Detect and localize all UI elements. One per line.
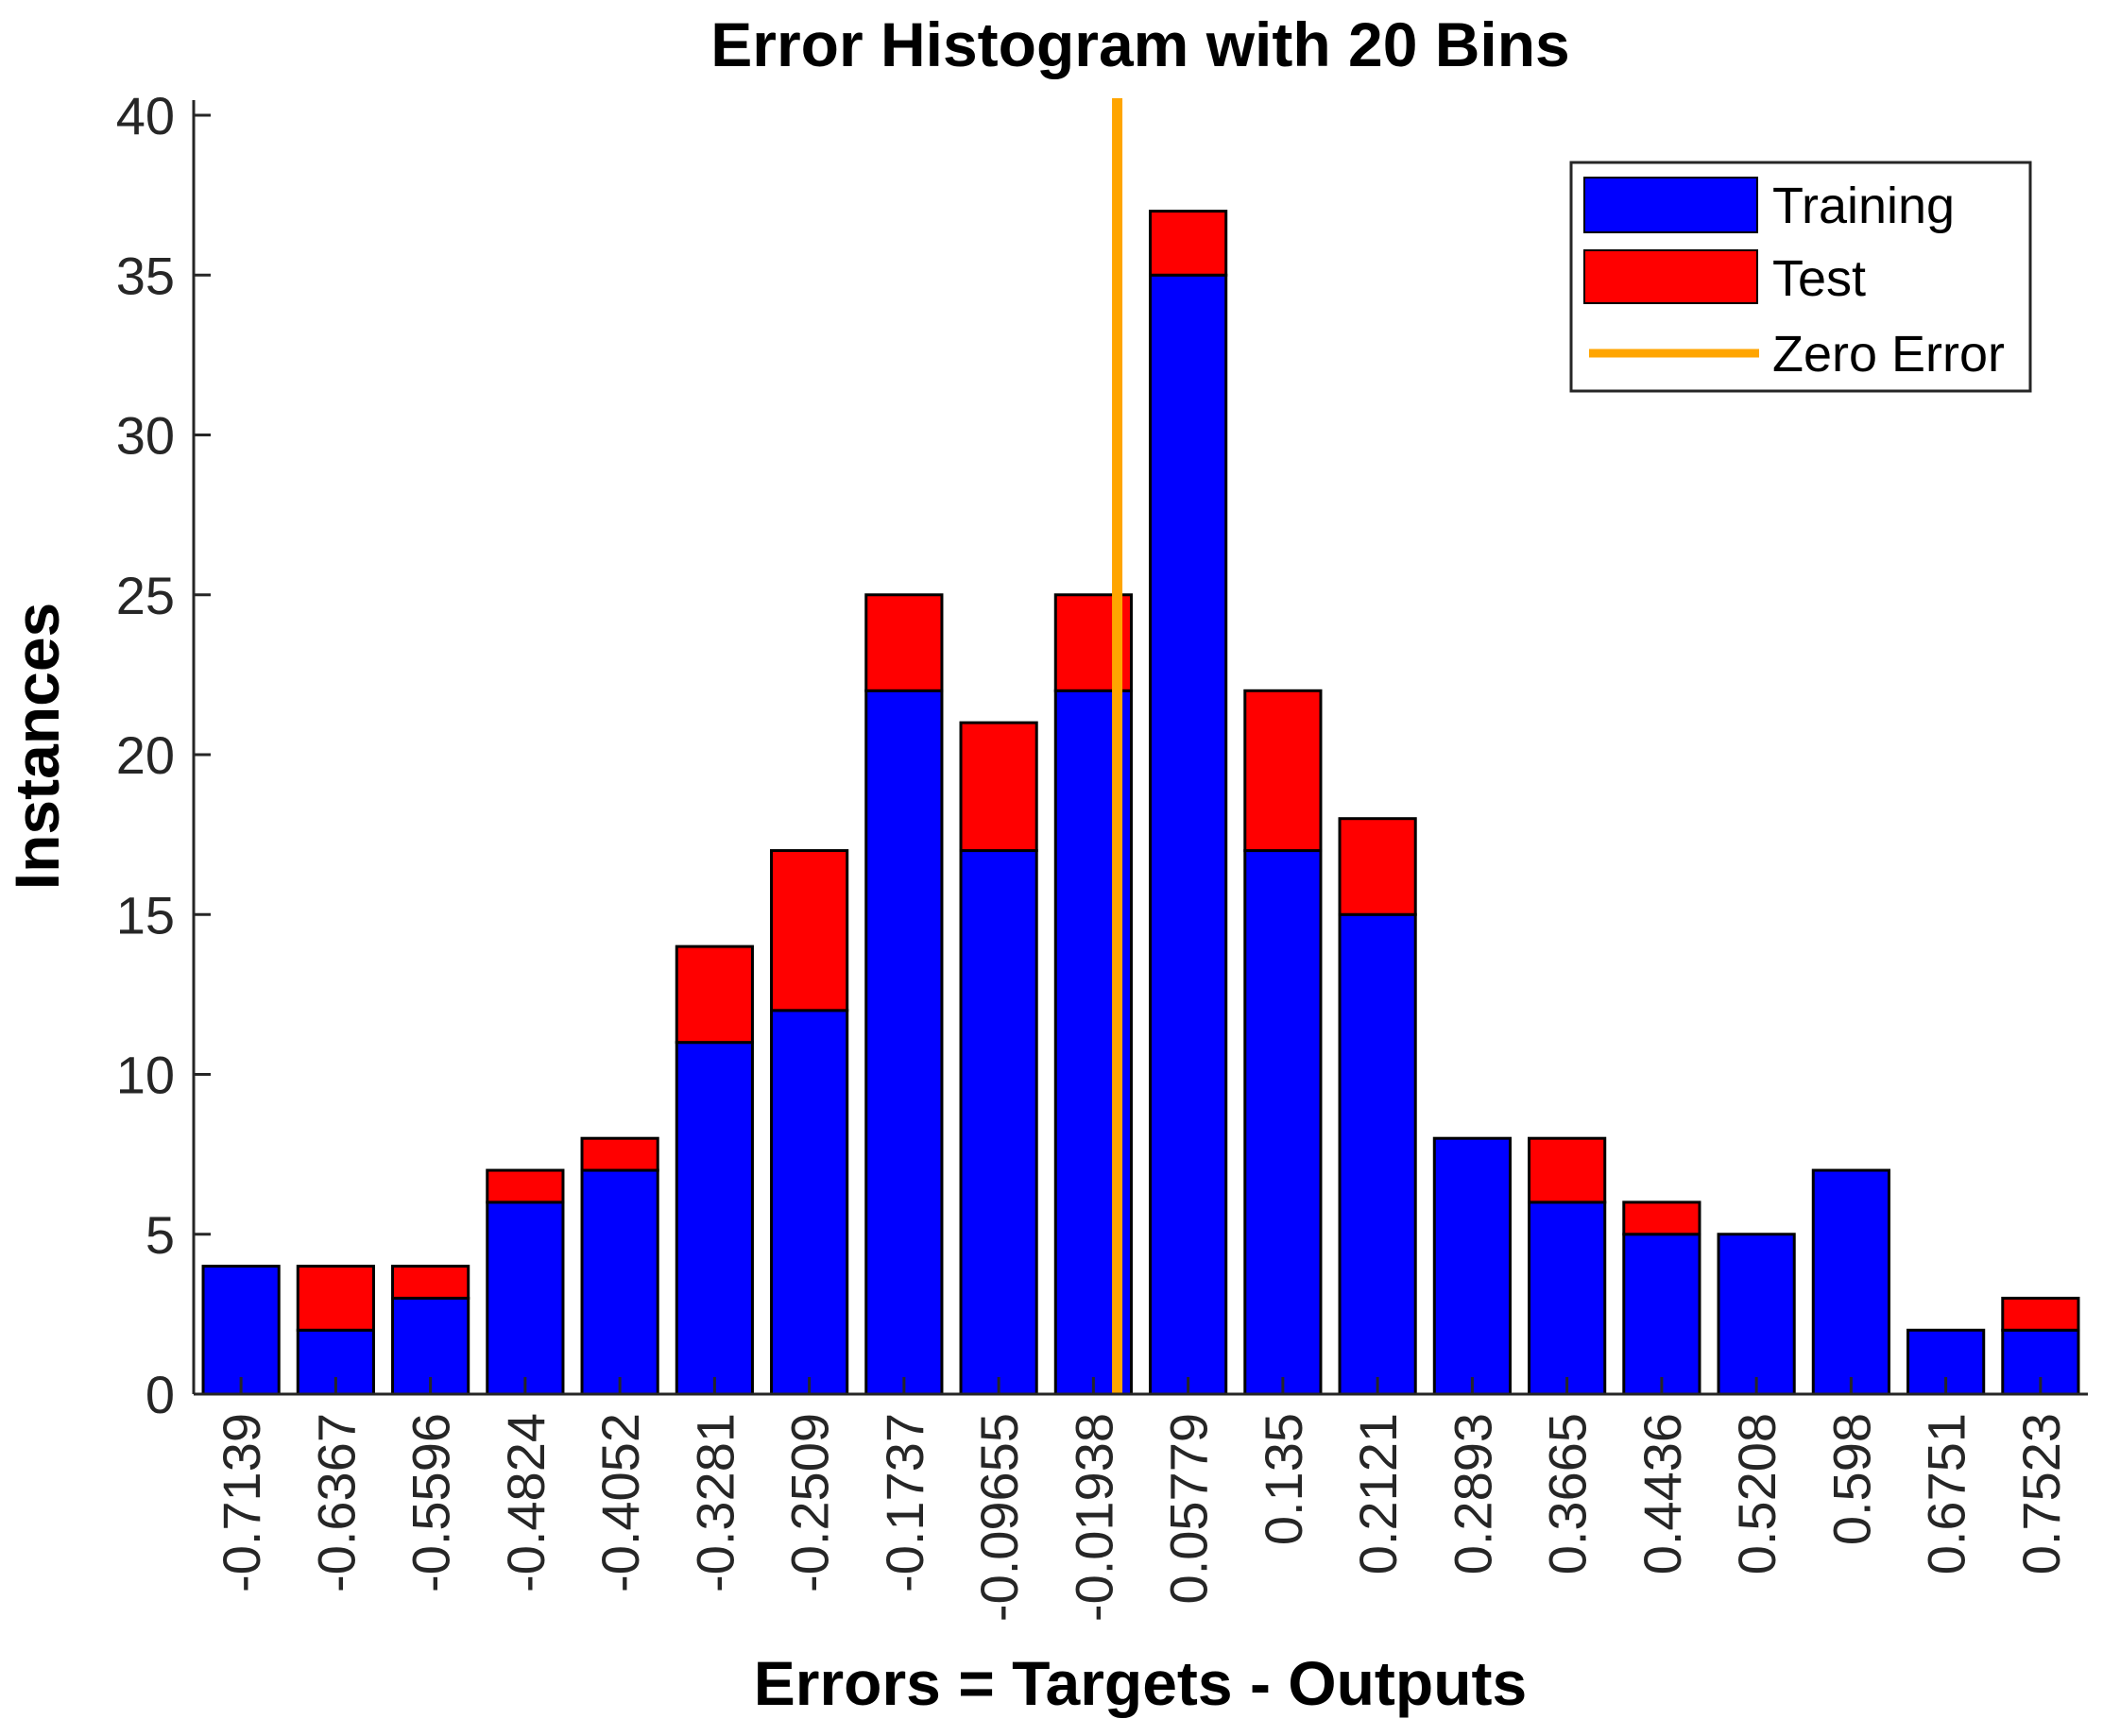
x-tick-label-11: 0.05779: [1159, 1413, 1219, 1604]
bar-training-14: [1432, 1136, 1512, 1396]
x-ticks-layer: -0.7139 -0.6367 -0.5596 -0.4824 -0.4052 -0.32…: [212, 1377, 2071, 1622]
legend: Training Test Zero Error: [1569, 161, 2032, 393]
axes-layer: [192, 100, 2088, 1396]
x-tick-label-20: 0.7523: [2011, 1413, 2071, 1574]
bar-test-8: [864, 593, 944, 692]
bar-test-20: [2001, 1296, 2080, 1332]
bar-training-7: [770, 1009, 849, 1396]
x-tick-label-17: 0.5208: [1727, 1413, 1787, 1574]
x-tick-label-19: 0.6751: [1917, 1413, 1976, 1574]
bar-test-7: [770, 849, 849, 1013]
legend-label-zero-error: Zero Error: [1772, 326, 2005, 383]
bar-training-1: [201, 1265, 281, 1396]
y-tick-label-15: 15: [116, 885, 175, 945]
x-tick-label-15: 0.3665: [1538, 1413, 1598, 1574]
bar-test-4: [486, 1168, 565, 1204]
bar-training-9: [959, 849, 1038, 1396]
y-tick-label-30: 30: [116, 406, 175, 466]
x-tick-label-1: -0.7139: [212, 1413, 271, 1592]
x-axis-title: Errors = Targets - Outputs: [754, 1648, 1527, 1718]
bar-training-8: [864, 689, 944, 1396]
y-tick-label-25: 25: [116, 566, 175, 625]
bar-training-18: [1811, 1168, 1890, 1396]
bar-training-12: [1243, 849, 1323, 1396]
bar-training-11: [1149, 273, 1228, 1396]
x-tick-label-8: -0.1737: [875, 1413, 934, 1592]
x-tick-label-12: 0.135: [1254, 1413, 1313, 1545]
bar-training-15: [1528, 1200, 1607, 1396]
bar-test-9: [959, 721, 1038, 853]
y-tick-label-10: 10: [116, 1046, 175, 1105]
x-tick-label-18: 0.598: [1821, 1413, 1881, 1545]
bar-training-6: [675, 1041, 754, 1396]
bar-test-5: [580, 1136, 659, 1172]
bar-test-6: [675, 945, 754, 1045]
bar-training-5: [580, 1168, 659, 1396]
y-tick-label-0: 0: [145, 1365, 175, 1424]
x-tick-label-3: -0.5596: [402, 1413, 461, 1592]
x-tick-label-2: -0.6367: [306, 1413, 366, 1592]
x-tick-label-6: -0.3281: [685, 1413, 744, 1592]
legend-swatch-training: [1583, 177, 1758, 233]
y-tick-label-5: 5: [145, 1205, 175, 1265]
bar-test-12: [1243, 689, 1323, 853]
x-tick-label-7: -0.2509: [780, 1413, 840, 1592]
bar-training-13: [1338, 912, 1417, 1396]
bar-training-4: [486, 1200, 565, 1396]
y-tick-label-20: 20: [116, 725, 175, 785]
bar-test-16: [1622, 1200, 1701, 1236]
bar-test-11: [1149, 210, 1228, 277]
x-tick-label-4: -0.4824: [496, 1413, 556, 1592]
bar-training-16: [1622, 1233, 1701, 1396]
x-tick-label-14: 0.2893: [1443, 1413, 1502, 1574]
x-tick-label-16: 0.4436: [1633, 1413, 1692, 1574]
bar-test-15: [1528, 1136, 1607, 1204]
y-tick-label-40: 40: [116, 86, 175, 145]
legend-label-test: Test: [1772, 250, 1866, 307]
y-tick-label-35: 35: [116, 246, 175, 305]
y-ticks-layer: 0 5 10 15 20 25 30 35 40: [116, 86, 211, 1424]
bar-training-17: [1717, 1233, 1796, 1396]
legend-label-training: Training: [1772, 178, 1955, 234]
x-tick-label-10: -0.01938: [1064, 1413, 1123, 1622]
bar-test-13: [1338, 817, 1417, 916]
x-tick-label-13: 0.2121: [1348, 1413, 1408, 1574]
y-axis-title: Instances: [2, 603, 72, 890]
bars-layer: [201, 210, 2080, 1396]
legend-swatch-test: [1583, 249, 1758, 304]
x-tick-label-5: -0.4052: [590, 1413, 650, 1592]
x-tick-label-9: -0.09655: [969, 1413, 1029, 1622]
chart-title: Error Histogram with 20 Bins: [710, 9, 1570, 79]
bar-test-2: [296, 1265, 375, 1332]
bar-test-3: [391, 1265, 470, 1300]
